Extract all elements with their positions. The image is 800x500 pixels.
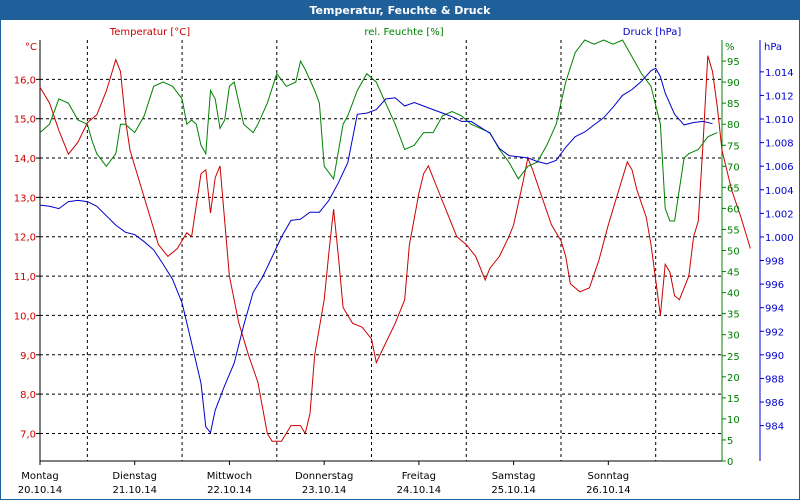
temperature-tick-label: 10,0 [14,311,36,322]
humidity-tick-label: 15 [727,394,740,405]
humidity-tick-label: 30 [727,331,740,342]
humidity-tick-label: 10 [727,415,740,426]
humidity-tick-label: 75 [727,141,740,152]
humidity-tick-label: 90 [727,78,740,89]
x-tick-day-label: Sonntag [588,471,630,482]
pressure-tick-label: 986 [765,398,784,409]
temperature-tick-label: 13,0 [14,193,36,204]
pressure-tick-label: 988 [765,374,784,385]
pressure-tick-label: 994 [765,304,784,315]
pressure-series-line [39,67,713,434]
chart-title: Temperatur, Feuchte & Druck [1,1,799,20]
x-tick-day-label: Mittwoch [207,471,252,482]
temperature-tick-label: 8,0 [20,390,36,401]
pressure-tick-label: 1.010 [765,115,794,126]
temperature-axis-title: Temperatur [°C] [109,27,190,38]
x-tick-day-label: Montag [21,471,58,482]
axis-labels: 16,0 15,0 14,0 13,0 12,0 11,0 10,0 9,0 8,0 7,0 95 9… [14,27,794,496]
x-tick-date-label: 24.10.14 [397,485,442,496]
humidity-tick-label: 25 [727,352,740,363]
temperature-tick-label: 16,0 [14,75,36,86]
x-tick-date-label: 20.10.14 [18,485,63,496]
humidity-tick-label: 20 [727,373,740,384]
x-tick-day-label: Freitag [402,471,436,482]
pressure-tick-label: 1.006 [765,162,794,173]
humidity-series-line [39,39,718,222]
humidity-tick-label: 80 [727,120,740,131]
pressure-tick-label: 1.014 [765,68,794,79]
x-tick-date-label: 23.10.14 [302,485,347,496]
pressure-tick-label: 984 [765,422,784,433]
pressure-axis-title: Druck [hPa] [623,27,682,38]
temperature-tick-label: 15,0 [14,115,36,126]
pressure-tick-label: 1.008 [765,139,794,150]
x-tick-day-label: Donnerstag [295,471,353,482]
humidity-tick-label: 50 [727,247,740,258]
humidity-tick-label: 45 [727,268,740,279]
humidity-tick-label: 5 [727,436,733,447]
pressure-tick-label: 998 [765,257,784,268]
x-tick-day-label: Samstag [492,471,536,482]
series-lines [39,39,751,442]
humidity-tick-label: 0 [727,457,733,468]
pressure-tick-label: 992 [765,327,784,338]
temperature-series-line [39,55,751,442]
pressure-tick-label: 1.000 [765,233,794,244]
humidity-unit-label: % [725,42,735,53]
pressure-tick-label: 996 [765,280,784,291]
humidity-tick-label: 55 [727,225,740,236]
humidity-tick-label: 65 [727,183,740,194]
pressure-tick-label: 1.004 [765,186,794,197]
humidity-tick-label: 70 [727,162,740,173]
pressure-tick-label: 990 [765,351,784,362]
temperature-tick-label: 14,0 [14,154,36,165]
humidity-tick-label: 60 [727,204,740,215]
temperature-tick-label: 11,0 [14,272,36,283]
humidity-tick-label: 40 [727,289,740,300]
grid [40,40,722,461]
temperature-unit-label: °C [25,42,37,53]
pressure-tick-label: 1.002 [765,209,794,220]
temperature-tick-label: 7,0 [20,429,36,440]
temperature-tick-label: 12,0 [14,233,36,244]
pressure-unit-label: hPa [764,42,782,53]
x-tick-date-label: 26.10.14 [586,485,631,496]
x-tick-date-label: 22.10.14 [207,485,252,496]
temperature-tick-label: 9,0 [20,351,36,362]
x-tick-date-label: 25.10.14 [491,485,536,496]
axes [36,40,764,465]
humidity-tick-label: 35 [727,310,740,321]
humidity-tick-label: 95 [727,57,740,68]
x-tick-day-label: Dienstag [112,471,157,482]
pressure-tick-label: 1.012 [765,91,794,102]
x-tick-date-label: 21.10.14 [112,485,157,496]
humidity-tick-label: 85 [727,99,740,110]
humidity-axis-title: rel. Feuchte [%] [364,27,443,38]
